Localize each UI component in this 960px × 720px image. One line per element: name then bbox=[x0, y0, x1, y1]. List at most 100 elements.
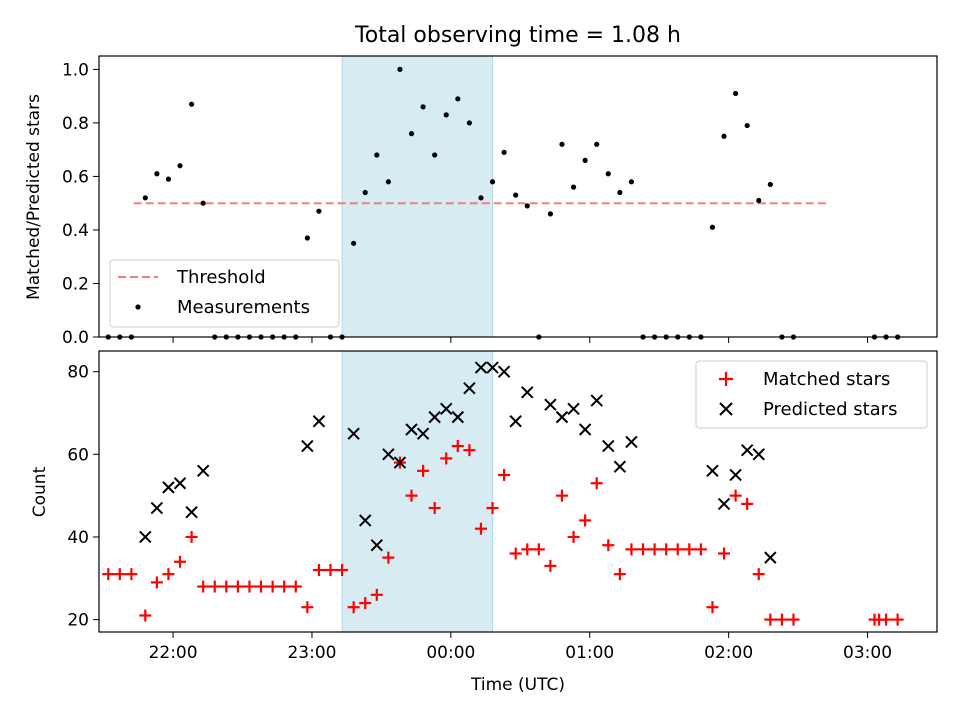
measurement-point bbox=[466, 120, 472, 126]
x-axis-label: Time (UTC) bbox=[470, 675, 565, 695]
measurement-point bbox=[362, 189, 368, 196]
matched-star-marker bbox=[451, 440, 464, 453]
matched-star-marker bbox=[278, 580, 291, 593]
measurement-point bbox=[478, 195, 484, 201]
top-axis-ticks: 0.0 0.2 0.4 0.6 0.8 1.0 bbox=[62, 60, 869, 348]
top-legend: Threshold Measurements bbox=[109, 259, 340, 328]
matched-star-marker bbox=[370, 588, 383, 601]
matched-star-marker bbox=[417, 464, 430, 477]
measurement-point bbox=[374, 152, 380, 158]
legend-threshold-label: Threshold bbox=[176, 267, 266, 288]
measurement-point bbox=[524, 203, 530, 209]
matched-star-marker bbox=[463, 444, 476, 457]
predicted-star-marker bbox=[544, 398, 557, 411]
matched-star-marker bbox=[660, 543, 673, 556]
predicted-star-marker bbox=[416, 427, 430, 440]
matched-star-marker bbox=[125, 568, 138, 581]
top-y-axis-label: Matched/Predicted stars bbox=[24, 94, 44, 300]
matched-star-marker bbox=[764, 613, 777, 626]
bottom-y-tick-label: 20 bbox=[67, 611, 89, 631]
bottom-axis-ticks: 20 40 60 80 22:00 23:00 00:00 01:00 02:00 03:00 bbox=[67, 363, 892, 663]
bottom-x-tick-label: 03:00 bbox=[843, 643, 892, 663]
predicted-stars-points bbox=[139, 361, 777, 564]
matched-star-marker bbox=[301, 601, 314, 614]
top-legend-box bbox=[109, 259, 340, 328]
measurement-point bbox=[142, 195, 148, 201]
matched-star-marker bbox=[243, 580, 256, 593]
bottom-y-tick-label: 40 bbox=[67, 528, 89, 548]
matched-star-marker bbox=[741, 497, 754, 510]
predicted-star-marker bbox=[613, 460, 627, 473]
predicted-star-marker bbox=[474, 361, 488, 374]
measurement-point bbox=[177, 163, 183, 169]
predicted-star-marker bbox=[382, 448, 395, 461]
matched-stars-points bbox=[102, 440, 904, 626]
measurement-point bbox=[443, 112, 449, 118]
predicted-star-marker bbox=[625, 435, 638, 449]
top-y-tick-label: 1.0 bbox=[62, 60, 89, 80]
predicted-star-marker bbox=[196, 464, 210, 478]
matched-star-marker bbox=[359, 597, 372, 610]
bottom-panel: 20 40 60 80 22:00 23:00 00:00 01:00 02:00 03:00 C… bbox=[30, 350, 938, 695]
measurement-point bbox=[397, 66, 403, 72]
matched-star-marker bbox=[637, 543, 650, 556]
measurement-point bbox=[165, 176, 172, 182]
matched-star-marker bbox=[671, 543, 684, 556]
matched-star-marker bbox=[474, 522, 487, 535]
predicted-star-marker bbox=[509, 415, 522, 428]
bottom-plot-frame bbox=[98, 350, 938, 633]
matched-star-marker bbox=[382, 551, 395, 564]
measurement-point bbox=[570, 184, 577, 190]
legend-measurements-label: Measurements bbox=[177, 297, 310, 318]
legend-measurements-swatch bbox=[135, 304, 141, 310]
top-y-tick-label: 0.8 bbox=[62, 114, 89, 134]
measurement-point bbox=[594, 141, 600, 147]
top-y-tick-label: 0.2 bbox=[62, 274, 89, 294]
matched-star-marker bbox=[208, 580, 221, 593]
matched-star-marker bbox=[718, 547, 731, 560]
matched-star-marker bbox=[891, 613, 904, 626]
top-shaded-span bbox=[341, 55, 494, 338]
matched-star-marker bbox=[752, 568, 765, 581]
top-panel: 0.0 0.2 0.4 0.6 0.8 1.0 Matched/Predicted sta… bbox=[24, 55, 938, 348]
matched-star-marker bbox=[174, 555, 187, 568]
bottom-x-tick-label: 00:00 bbox=[426, 643, 475, 663]
matched-star-marker bbox=[324, 564, 337, 577]
matched-star-marker bbox=[440, 452, 453, 465]
bottom-y-tick-label: 80 bbox=[67, 363, 89, 383]
measurement-point bbox=[200, 200, 206, 206]
matched-star-marker bbox=[775, 613, 788, 626]
matched-star-marker bbox=[150, 576, 163, 589]
matched-star-marker bbox=[706, 601, 719, 614]
matched-star-marker bbox=[567, 530, 580, 543]
measurement-point bbox=[513, 192, 519, 198]
bottom-legend-box bbox=[695, 360, 928, 429]
matched-star-marker bbox=[590, 477, 603, 490]
matched-star-marker bbox=[347, 601, 360, 614]
matched-star-marker bbox=[255, 580, 268, 593]
predicted-star-marker bbox=[301, 439, 314, 453]
matched-star-marker bbox=[521, 543, 534, 556]
measurement-point bbox=[489, 179, 496, 185]
measurement-point bbox=[582, 157, 588, 163]
predicted-star-marker bbox=[173, 477, 187, 490]
measurement-point bbox=[628, 179, 635, 185]
predicted-star-marker bbox=[717, 497, 731, 511]
bottom-x-tick-label: 22:00 bbox=[149, 643, 198, 663]
predicted-star-marker bbox=[602, 439, 615, 453]
predicted-star-marker bbox=[370, 539, 383, 552]
predicted-star-marker bbox=[359, 514, 372, 527]
matched-star-marker bbox=[113, 568, 126, 581]
predicted-star-marker bbox=[497, 365, 511, 378]
matched-star-marker bbox=[532, 543, 545, 556]
predicted-star-marker bbox=[752, 448, 765, 461]
predicted-star-marker bbox=[740, 443, 754, 457]
matched-star-marker bbox=[613, 568, 626, 581]
predicted-star-marker bbox=[312, 415, 326, 428]
predicted-star-marker bbox=[463, 381, 476, 395]
measurement-point bbox=[188, 101, 195, 107]
measurement-point bbox=[385, 179, 391, 185]
predicted-star-marker bbox=[139, 530, 152, 544]
measurement-point bbox=[721, 133, 727, 139]
matched-star-marker bbox=[102, 568, 115, 581]
